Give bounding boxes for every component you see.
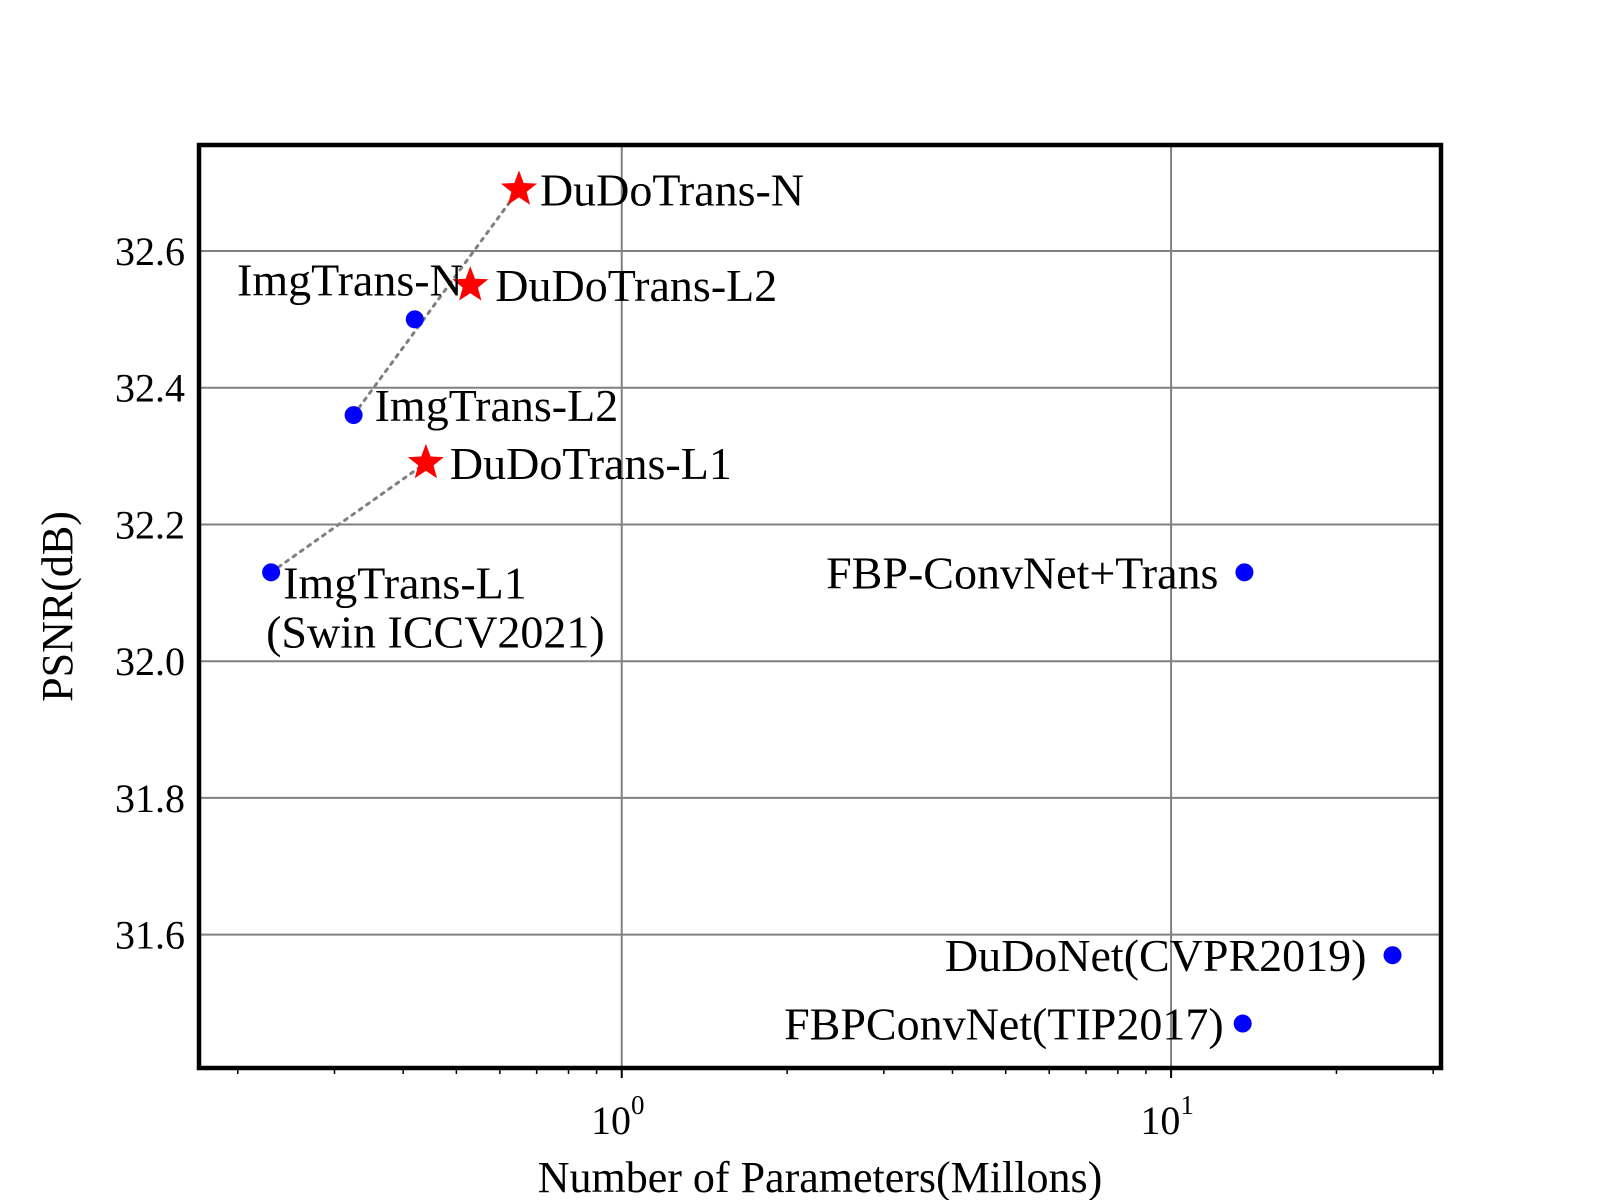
- circle-marker: [1233, 1014, 1252, 1033]
- data-points: [262, 170, 1402, 1033]
- trend-line: [269, 461, 428, 574]
- x-axis-label: Number of Parameters(Millons): [538, 1153, 1103, 1200]
- point-label: DuDoTrans-N: [540, 164, 804, 215]
- circle-marker: [1383, 946, 1402, 965]
- x-tick-label: 100: [591, 1090, 645, 1143]
- y-axis-label: PSNR(dB): [33, 511, 82, 702]
- x-tick-exponent: 0: [631, 1090, 645, 1120]
- trend-lines: [269, 187, 521, 574]
- point-labels: ImgTrans-N ImgTrans-L2 ImgTrans-L1(Swin IC…: [237, 164, 1367, 1049]
- point-label: ImgTrans-N: [237, 254, 463, 305]
- point-label: DuDoTrans-L2: [495, 260, 777, 311]
- x-tick-exponent: 1: [1180, 1090, 1194, 1120]
- y-tick-label: 32.0: [115, 639, 185, 684]
- y-tick-label: 31.8: [115, 776, 185, 821]
- plot-frame: [196, 142, 1444, 1071]
- point-label: ImgTrans-L2: [375, 380, 619, 431]
- point-label-secondary: (Swin ICCV2021): [266, 606, 605, 657]
- star-marker: [407, 443, 444, 479]
- point-label: DuDoNet(CVPR2019): [945, 930, 1367, 981]
- circle-marker: [405, 310, 424, 329]
- circle-marker: [344, 406, 363, 425]
- point-label: ImgTrans-L1: [283, 557, 527, 608]
- trend-line: [352, 187, 521, 417]
- star-marker: [452, 266, 489, 301]
- point-label: FBP-ConvNet+Trans: [826, 547, 1218, 598]
- x-tick-label: 101: [1140, 1090, 1194, 1143]
- y-tick-label: 32.4: [115, 366, 185, 411]
- y-tick-label: 32.6: [115, 229, 185, 274]
- circle-marker: [262, 563, 281, 582]
- tick-labels: 31.6 31.8 32.0 32.2 32.4 32.6 100 101: [115, 229, 1194, 1143]
- y-tick-label: 31.6: [115, 913, 185, 958]
- circle-marker: [1235, 563, 1254, 582]
- star-marker: [500, 170, 537, 205]
- grid-lines: [199, 145, 1441, 1068]
- y-tick-label: 32.2: [115, 502, 185, 547]
- point-label: FBPConvNet(TIP2017): [784, 999, 1224, 1050]
- point-label: DuDoTrans-L1: [450, 438, 732, 489]
